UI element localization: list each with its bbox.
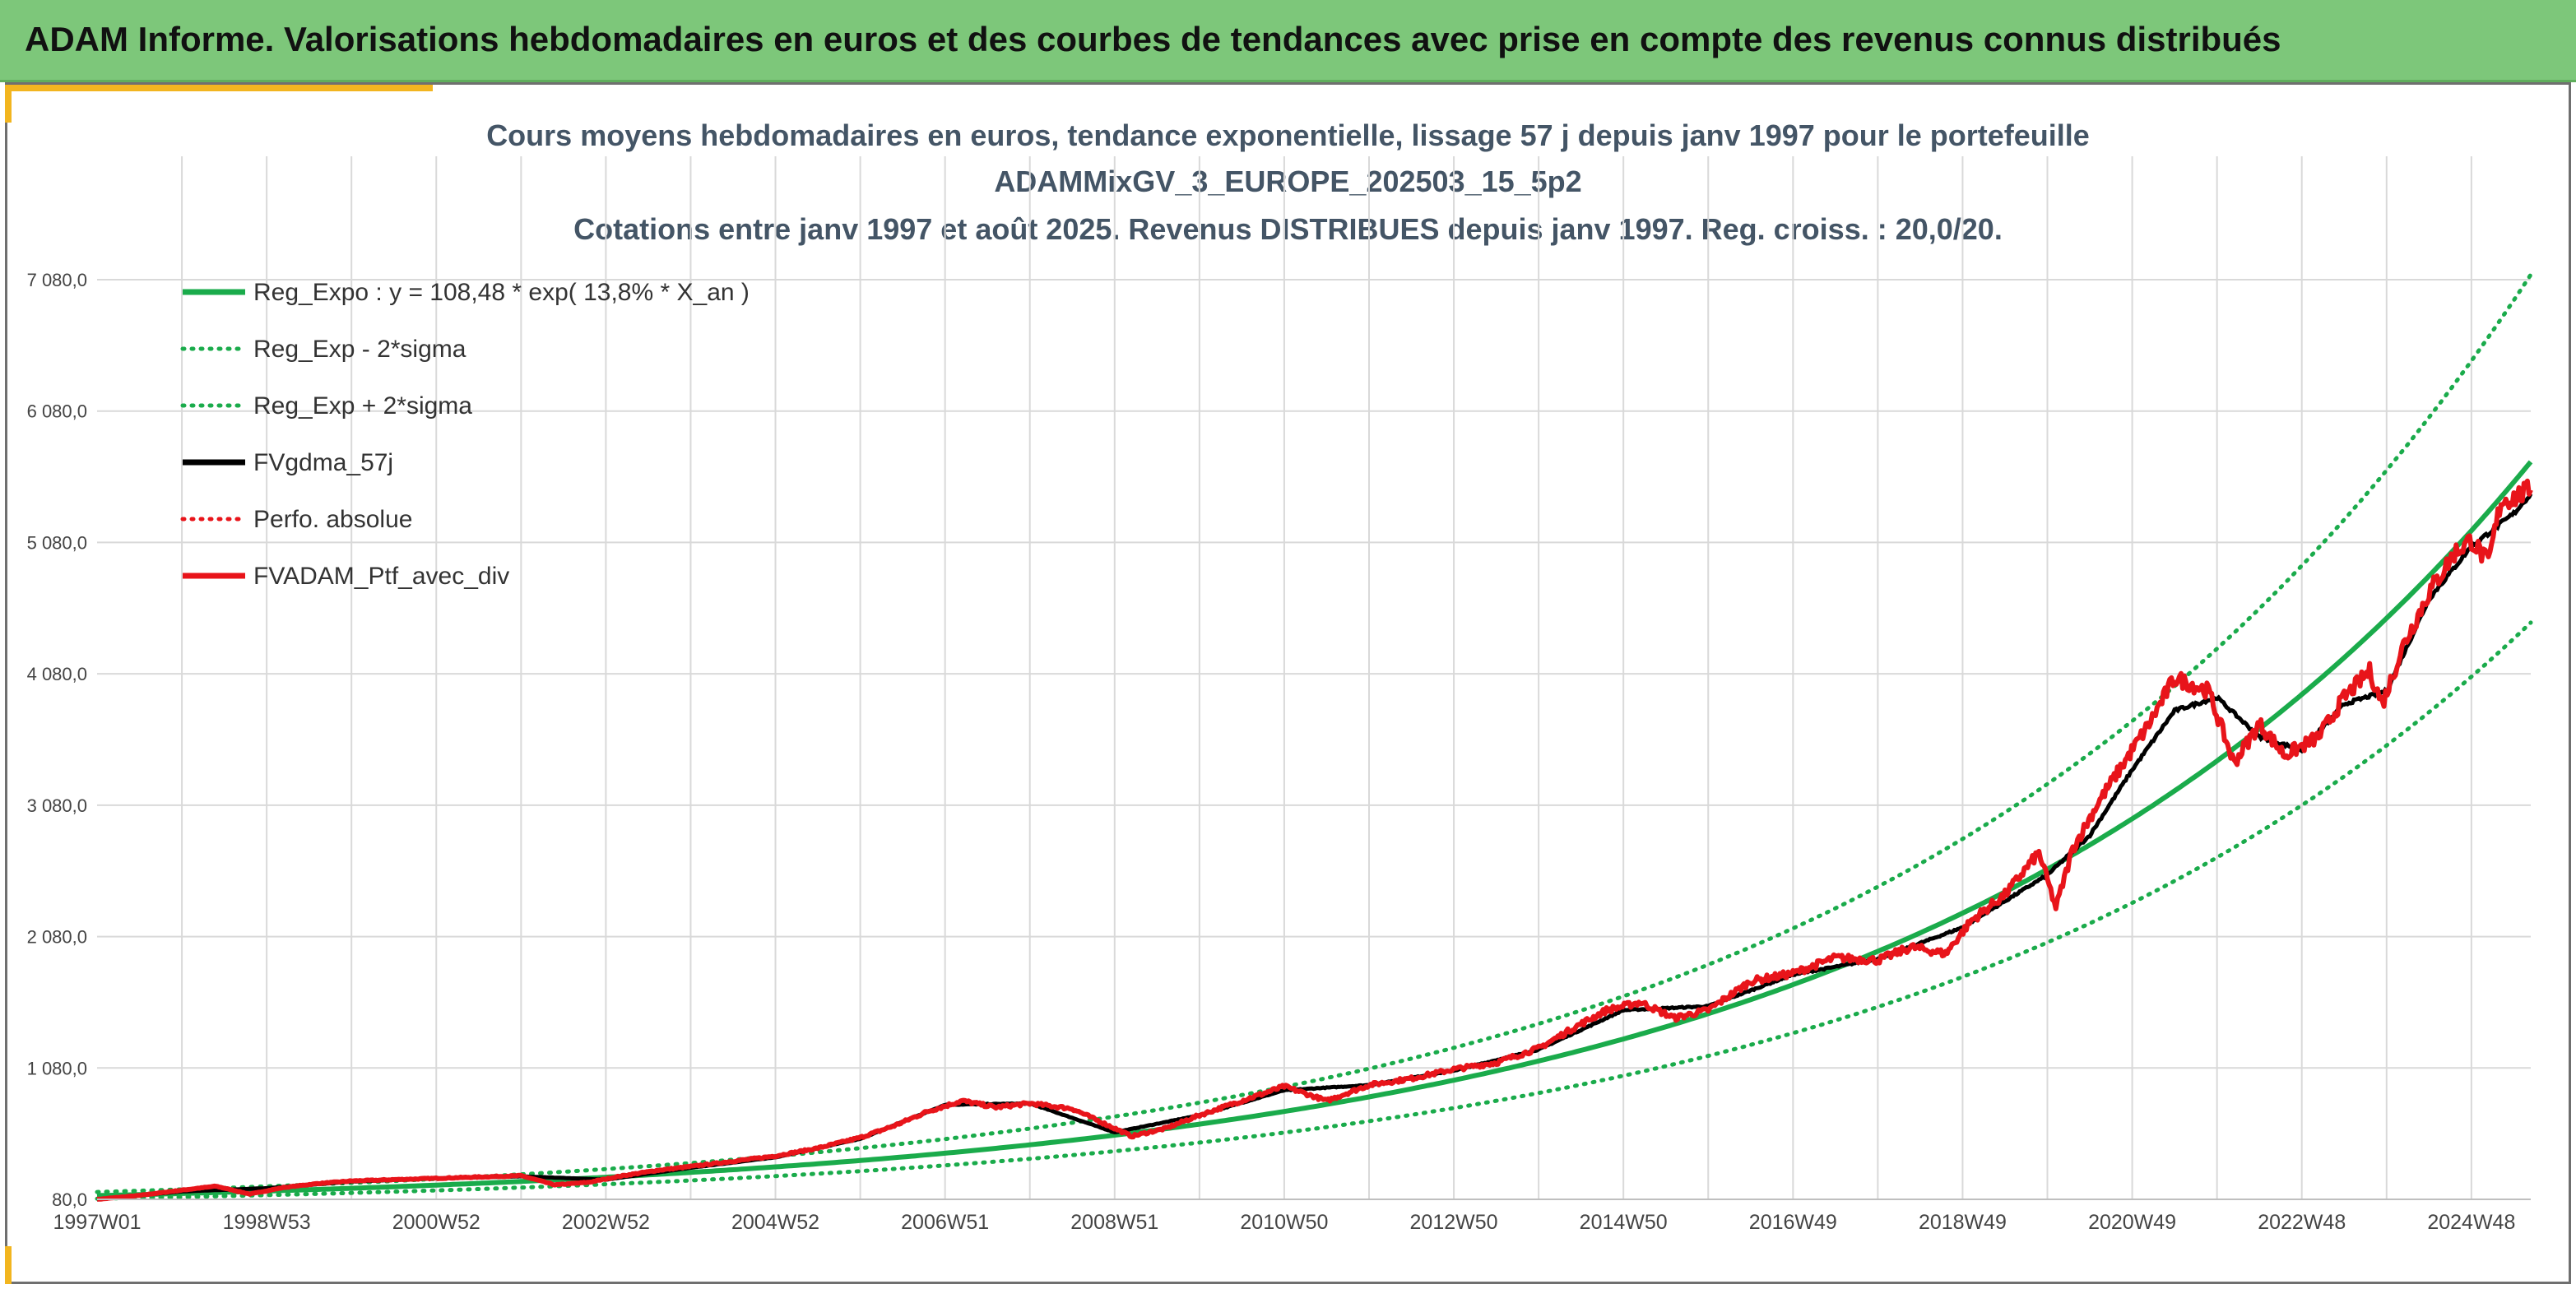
x-tick-label: 2006W51 [901,1211,989,1234]
legend-label: Reg_Expo : y = 108,48 * exp( 13,8% * X_a… [253,279,750,306]
x-tick-label: 2020W49 [2088,1211,2176,1234]
y-tick-label: 7 080,0 [27,270,87,290]
x-tick-label: 2008W51 [1070,1211,1158,1234]
trend-line [96,460,2533,1199]
x-tick-label: 1997W01 [53,1211,141,1234]
chart-title-line-2: ADAMMixGV_3_EUROPE_202503_15_5p2 [994,165,1582,198]
accent-corner-top [5,85,433,91]
accent-corner-left [5,85,12,123]
legend-label: Reg_Exp - 2*sigma [253,336,466,363]
x-tick-label: 2004W52 [731,1211,819,1234]
smooth-series-line [96,493,2533,1202]
y-tick-label: 6 080,0 [27,401,87,422]
legend-label: FVgdma_57j [253,449,393,476]
banner-title: ADAM Informe. Valorisations hebdomadaire… [25,20,2281,58]
x-tick-label: 2012W50 [1410,1211,1498,1234]
accent-corner-bottom-left [5,1246,12,1284]
legend: Reg_Expo : y = 108,48 * exp( 13,8% * X_a… [180,279,750,590]
y-tick-label: 2 080,0 [27,927,87,948]
legend-label: Reg_Exp + 2*sigma [253,392,472,420]
x-tick-label: 2014W50 [1580,1211,1668,1234]
y-tick-label: 1 080,0 [27,1058,87,1078]
portfolio-series-line [96,478,2533,1202]
grid [97,156,2531,1200]
x-tick-label: 1998W53 [223,1211,311,1234]
x-tick-label: 2016W49 [1749,1211,1837,1234]
y-tick-label: 4 080,0 [27,664,87,684]
chart-title-line-3: Cotations entre janv 1997 et août 2025. … [573,212,2003,246]
y-tick-label: 3 080,0 [27,795,87,816]
y-tick-label: 80,0 [52,1189,87,1210]
series [96,478,2533,1202]
trend-lower-band [95,620,2533,1201]
x-tick-label: 2002W52 [562,1211,650,1234]
banner: ADAM Informe. Valorisations hebdomadaire… [0,0,2576,82]
x-tick-label: 2024W48 [2427,1211,2515,1234]
legend-label: Perfo. absolue [253,506,412,533]
axes: 80,0 1 080,0 2 080,0 3 080,0 4 080,0 5 080,0 6… [27,270,2531,1234]
y-tick-label: 5 080,0 [27,532,87,553]
x-tick-label: 2018W49 [1919,1211,2007,1234]
legend-label: FVADAM_Ptf_avec_div [253,563,509,590]
x-tick-label: 2000W52 [392,1211,480,1234]
x-tick-label: 2010W50 [1240,1211,1328,1234]
chart-title-line-1: Cours moyens hebdomadaires en euros, ten… [486,118,2090,152]
x-tick-label: 2022W48 [2258,1211,2346,1234]
